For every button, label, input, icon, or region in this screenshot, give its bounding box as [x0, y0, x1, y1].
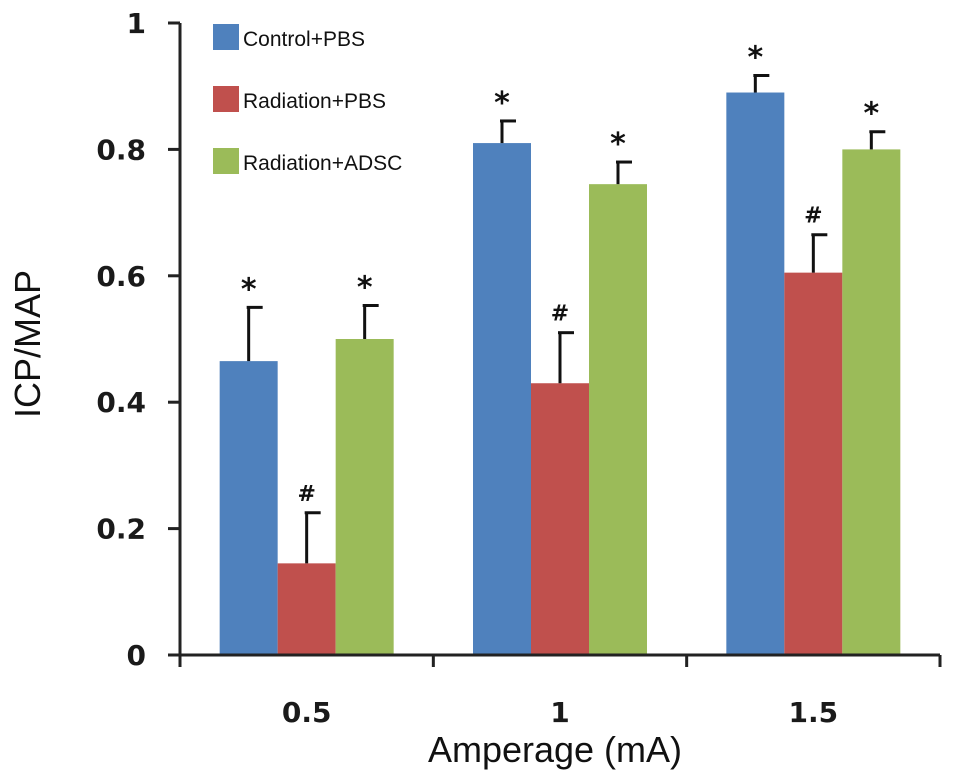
significance-marker: *	[494, 86, 510, 121]
x-tick-label: 1.5	[789, 696, 839, 729]
significance-marker: #	[551, 302, 569, 327]
error-bars-layer	[246, 73, 886, 564]
significance-marker: *	[863, 97, 879, 132]
y-tick-label: 0.8	[96, 133, 146, 166]
legend-swatch	[213, 86, 239, 112]
legend-swatch	[213, 24, 239, 50]
legend-label: Radiation+PBS	[243, 90, 386, 113]
significance-markers-layer: * * * # # # * * *	[241, 40, 880, 506]
bar	[531, 383, 589, 655]
significance-marker: #	[804, 204, 822, 229]
significance-marker: *	[610, 127, 626, 162]
legend-label: Radiation+ADSC	[243, 152, 402, 175]
legend: Control+PBS Radiation+PBS Radiation+ADSC	[213, 24, 402, 175]
legend-label: Control+PBS	[243, 28, 365, 51]
bar	[335, 339, 394, 655]
x-axis-title: Amperage (mA)	[428, 729, 682, 770]
significance-marker: *	[241, 272, 257, 307]
bar	[842, 149, 901, 655]
bar	[473, 143, 531, 655]
y-tick-label: 0	[127, 639, 146, 672]
legend-swatch	[213, 148, 239, 174]
significance-marker: #	[297, 482, 315, 507]
bar	[784, 272, 843, 655]
y-tick-label: 1	[127, 7, 146, 40]
y-tick-label: 0.6	[96, 260, 146, 293]
y-tick-label: 0.4	[96, 386, 146, 419]
x-tick-label: 0.5	[282, 696, 332, 729]
y-axis-ticks: 0 0.2 0.4 0.6 0.8 1	[96, 7, 180, 672]
bar	[589, 184, 647, 655]
x-tick-label: 1	[550, 696, 569, 729]
bars-layer	[219, 92, 901, 655]
y-tick-label: 0.2	[96, 513, 146, 546]
bar	[277, 563, 336, 655]
y-axis-title: ICP/MAP	[7, 270, 48, 418]
bar	[726, 92, 785, 655]
significance-marker: *	[357, 271, 373, 306]
significance-marker: *	[747, 40, 763, 75]
bar	[219, 361, 278, 655]
x-axis-ticks: 0.5 1 1.5	[178, 655, 942, 729]
